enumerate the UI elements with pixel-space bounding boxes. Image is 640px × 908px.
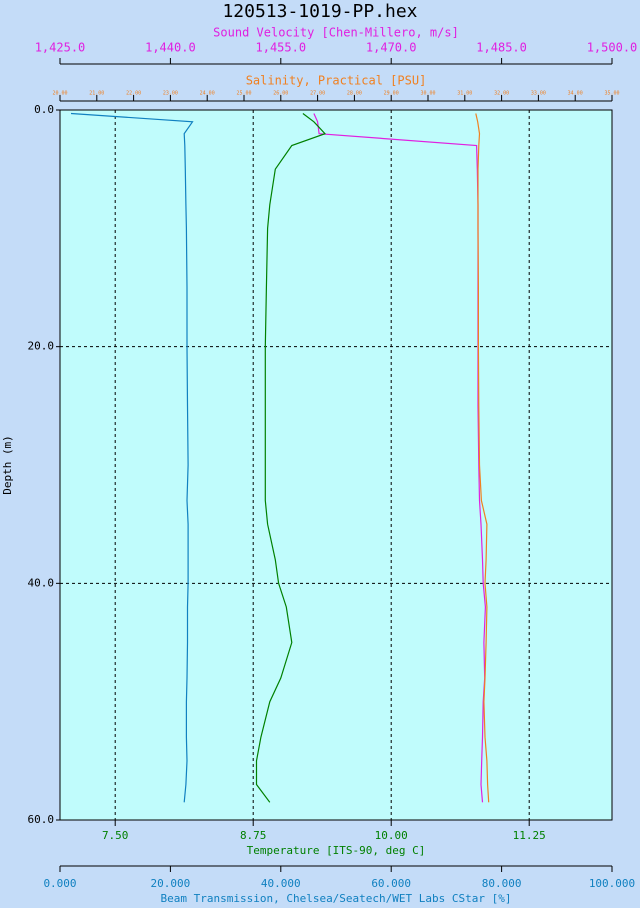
x-tick-label: 24.00 (200, 91, 215, 97)
x-tick-label: 23.00 (163, 91, 178, 97)
x-tick-label: 33.00 (531, 91, 546, 97)
x-tick-label: 1,485.0 (476, 41, 527, 55)
x-tick-label: 30.00 (420, 91, 435, 97)
x-tick-label: 35.00 (604, 91, 619, 97)
x-axis-title: Beam Transmission, Chelsea/Seatech/WET L… (161, 892, 512, 905)
chart-title: 120513-1019-PP.hex (222, 1, 417, 22)
x-tick-label: 11.25 (513, 829, 546, 842)
x-tick-label: 22.00 (126, 91, 141, 97)
x-tick-label: 80.000 (482, 877, 522, 890)
profile-line (313, 113, 487, 803)
x-axis-title: Salinity, Practical [PSU] (246, 74, 427, 88)
x-tick-label: 25.00 (236, 91, 251, 97)
x-tick-label: 28.00 (347, 91, 362, 97)
x-tick-label: 0.000 (43, 877, 76, 890)
plot-area (59, 109, 613, 821)
x-tick-label: 20.00 (52, 91, 67, 97)
y-tick-label: 0.0 (34, 103, 54, 116)
profile-line (255, 113, 327, 803)
x-tick-label: 34.00 (568, 91, 583, 97)
x-tick-label: 1,500.0 (587, 41, 638, 55)
x-tick-label: 1,455.0 (256, 41, 307, 55)
x-tick-label: 20.000 (151, 877, 191, 890)
x-tick-label: 1,470.0 (366, 41, 417, 55)
profile-line (475, 113, 490, 803)
y-tick-label: 60.0 (28, 813, 55, 826)
y-tick-label: 40.0 (28, 576, 55, 589)
x-axis-title: Sound Velocity [Chen-Millero, m/s] (213, 26, 459, 40)
x-tick-label: 100.000 (589, 877, 635, 890)
x-axis-title: Temperature [ITS-90, deg C] (247, 844, 426, 857)
x-tick-label: 1,425.0 (35, 41, 86, 55)
x-tick-label: 40.000 (261, 877, 301, 890)
x-tick-label: 21.00 (89, 91, 104, 97)
x-tick-label: 27.00 (310, 91, 325, 97)
y-tick-label: 20.0 (28, 340, 55, 353)
y-axis-title: Depth (m) (1, 435, 14, 495)
x-tick-label: 10.00 (375, 829, 408, 842)
x-tick-label: 29.00 (384, 91, 399, 97)
x-tick-label: 31.00 (457, 91, 472, 97)
x-tick-label: 32.00 (494, 91, 509, 97)
x-tick-label: 26.00 (273, 91, 288, 97)
x-tick-label: 60.000 (371, 877, 411, 890)
profile-line (70, 112, 194, 803)
x-tick-label: 7.50 (102, 829, 129, 842)
x-tick-label: 1,440.0 (145, 41, 196, 55)
x-tick-label: 8.75 (240, 829, 267, 842)
